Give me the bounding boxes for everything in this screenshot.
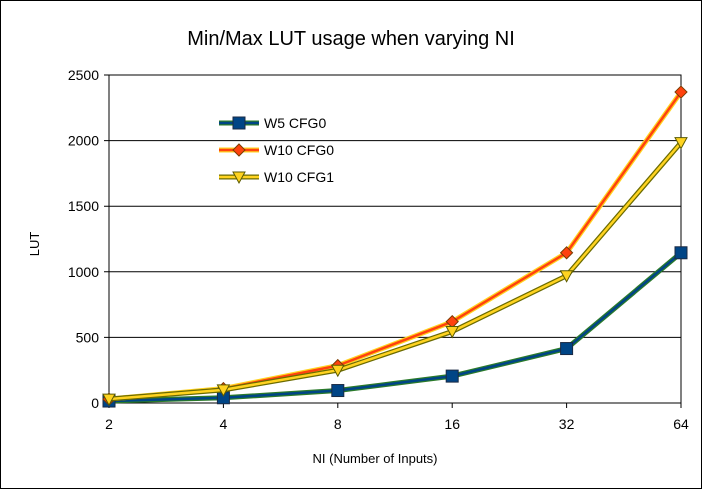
data-point-triangle xyxy=(445,325,460,339)
series-line xyxy=(108,251,682,403)
x-tick-label: 8 xyxy=(334,416,342,432)
x-tick-label: 16 xyxy=(444,416,460,432)
legend-label: W10 CFG0 xyxy=(264,142,334,158)
data-point-triangle xyxy=(559,270,574,283)
y-tick-labels: 0 500 1000 1500 2000 2500 xyxy=(68,67,99,411)
series-line-outline xyxy=(108,140,683,402)
data-point-triangle xyxy=(330,364,345,378)
series-line xyxy=(108,141,682,401)
series-line-outline xyxy=(108,250,683,404)
data-point-triangle xyxy=(232,171,246,185)
series-group xyxy=(102,85,688,408)
data-point-diamond xyxy=(674,85,688,99)
x-axis-label: NI (Number of Inputs) xyxy=(313,451,438,466)
data-point-diamond xyxy=(232,143,246,157)
data-point-diamond xyxy=(559,246,574,260)
y-tick-label: 2500 xyxy=(68,67,99,83)
y-tick-label: 500 xyxy=(76,329,100,345)
data-point-square xyxy=(445,369,459,383)
series-2 xyxy=(102,85,688,406)
y-tick-label: 0 xyxy=(91,395,99,411)
y-axis-label: LUT xyxy=(27,232,42,257)
data-point-square xyxy=(674,246,688,260)
legend-label: W10 CFG1 xyxy=(264,169,334,185)
data-point-triangle xyxy=(216,384,231,397)
series-3 xyxy=(102,137,688,407)
x-tick-label: 64 xyxy=(673,416,689,432)
data-point-square xyxy=(232,116,246,130)
x-tick-label: 2 xyxy=(105,416,113,432)
plot-area xyxy=(108,74,682,404)
legend-item: W10 CFG1 xyxy=(219,169,334,185)
legend: W5 CFG0 W10 CFG0 W10 CFG1 xyxy=(219,115,334,185)
y-tick-label: 1000 xyxy=(68,264,99,280)
y-tick-label: 1500 xyxy=(68,198,99,214)
data-point-triangle xyxy=(102,393,116,407)
data-point-square xyxy=(560,342,574,356)
x-tick-label: 32 xyxy=(559,416,575,432)
legend-item: W5 CFG0 xyxy=(219,115,326,131)
data-point-square xyxy=(331,384,345,398)
series-1 xyxy=(102,246,688,408)
legend-item: W10 CFG0 xyxy=(219,142,334,158)
legend-label: W5 CFG0 xyxy=(264,115,326,131)
y-tick-label: 2000 xyxy=(68,133,99,149)
x-tick-label: 4 xyxy=(220,416,228,432)
x-tick-labels: 2 4 8 16 32 64 xyxy=(105,403,689,432)
chart-title: Min/Max LUT usage when varying NI xyxy=(187,28,515,50)
data-point-triangle xyxy=(674,137,688,150)
